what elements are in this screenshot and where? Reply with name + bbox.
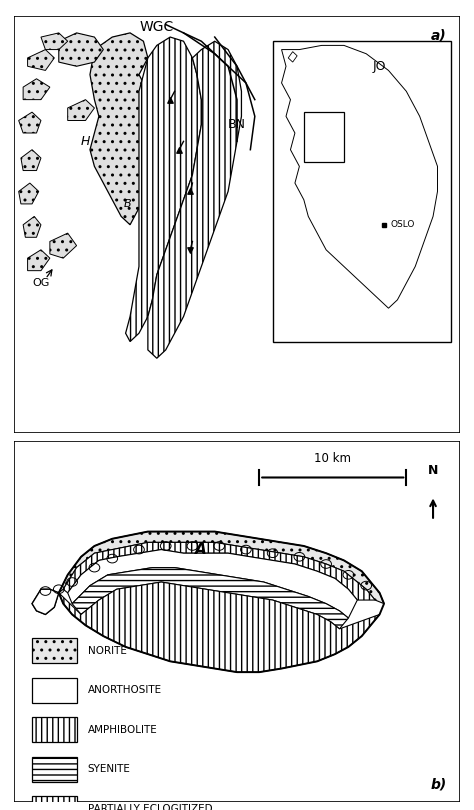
Text: JO: JO	[373, 60, 386, 73]
Polygon shape	[27, 249, 50, 271]
Polygon shape	[72, 568, 348, 629]
Polygon shape	[68, 549, 357, 618]
Text: BN: BN	[228, 118, 246, 131]
Point	[166, 93, 174, 106]
Point	[186, 185, 194, 198]
Polygon shape	[21, 150, 41, 171]
Bar	[304, 112, 344, 162]
Text: N: N	[428, 464, 438, 477]
Text: SYENITE: SYENITE	[88, 765, 131, 774]
Polygon shape	[63, 543, 375, 600]
Bar	[32, 717, 77, 743]
Text: OSLO: OSLO	[391, 220, 415, 229]
Polygon shape	[59, 531, 384, 603]
Polygon shape	[90, 33, 170, 224]
Point	[186, 243, 194, 256]
Text: OG: OG	[32, 278, 49, 288]
Text: NORITE: NORITE	[88, 646, 127, 655]
Text: A: A	[195, 542, 207, 557]
Text: PARTIALLY ECLOGITIZED: PARTIALLY ECLOGITIZED	[88, 804, 212, 810]
Polygon shape	[23, 79, 50, 100]
Polygon shape	[32, 589, 59, 615]
Text: a): a)	[431, 28, 447, 43]
Polygon shape	[18, 183, 39, 204]
Bar	[32, 677, 77, 703]
Text: b): b)	[430, 777, 447, 791]
Polygon shape	[148, 41, 241, 358]
Polygon shape	[50, 233, 77, 258]
Polygon shape	[27, 49, 55, 70]
Polygon shape	[126, 37, 201, 342]
Polygon shape	[18, 112, 41, 133]
Polygon shape	[32, 589, 59, 615]
Polygon shape	[59, 582, 380, 672]
Point	[175, 143, 183, 156]
Polygon shape	[282, 45, 438, 308]
Polygon shape	[41, 33, 68, 49]
Bar	[32, 638, 77, 663]
Polygon shape	[288, 52, 297, 62]
Polygon shape	[23, 216, 41, 237]
Polygon shape	[59, 33, 103, 66]
Text: H: H	[81, 134, 90, 148]
Text: WGC: WGC	[140, 19, 174, 34]
Bar	[273, 41, 451, 342]
Bar	[32, 796, 77, 810]
Text: B: B	[124, 199, 132, 209]
Bar	[32, 757, 77, 782]
Text: 10 km: 10 km	[314, 452, 351, 465]
Polygon shape	[68, 100, 94, 121]
Text: AMPHIBOLITE: AMPHIBOLITE	[88, 725, 157, 735]
Text: ANORTHOSITE: ANORTHOSITE	[88, 685, 162, 695]
